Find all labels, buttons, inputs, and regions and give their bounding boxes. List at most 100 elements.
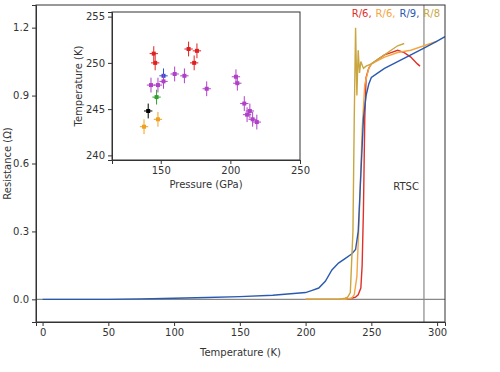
y-axis-line — [108, 13, 113, 161]
data-point — [182, 74, 186, 78]
y-axis: 240245250255 — [86, 11, 113, 161]
y-tick-mark — [32, 164, 36, 165]
legend-entry: R/9, — [399, 8, 419, 19]
y-tick-label: 250 — [86, 58, 105, 69]
y-tick: 255 — [86, 11, 112, 22]
legend-entry: R/6, — [376, 8, 396, 19]
x-tick-label: 200 — [221, 165, 240, 176]
inset-chart: 150200250240245250255Pressure (GPa)Tempe… — [73, 11, 310, 190]
x-tick: 300 — [428, 322, 447, 338]
y-tick-label: 0.0 — [13, 294, 29, 305]
data-point-group — [144, 104, 152, 119]
x-tick-mark — [108, 322, 109, 326]
x-tick-mark — [174, 322, 175, 326]
y-tick-label: 0.9 — [13, 90, 29, 101]
x-tick-mark — [371, 322, 372, 326]
data-point — [152, 52, 156, 56]
x-tick-label: 0 — [40, 327, 46, 338]
data-point — [156, 117, 160, 121]
x-tick-label: 50 — [102, 327, 115, 338]
x-axis: 150 200 250 — [113, 160, 311, 176]
x-tick-mark — [240, 322, 241, 326]
x-tick-label: 150 — [152, 165, 171, 176]
y-tick: 245 — [86, 104, 112, 115]
reference-line — [423, 5, 424, 322]
data-point-group — [151, 55, 159, 70]
series-line — [306, 41, 438, 299]
data-point — [156, 83, 160, 87]
data-point — [251, 117, 255, 121]
x-tick: 200 — [221, 160, 240, 176]
x-tick: 100 — [165, 322, 184, 338]
data-point-group — [233, 76, 241, 91]
data-point — [146, 109, 150, 113]
plot-area — [36, 5, 445, 322]
y-tick-mark — [32, 28, 36, 29]
x-tick-mark — [306, 322, 307, 326]
data-point — [192, 61, 196, 65]
x-tick: 200 — [297, 322, 316, 338]
data-point-group — [170, 67, 178, 82]
y-tick: 250 — [86, 58, 112, 69]
data-point-group — [193, 43, 201, 58]
y-axis: 0.00.30.60.91.2 — [13, 6, 36, 323]
legend-entry: R/6, — [352, 8, 372, 19]
x-tick-mark — [161, 160, 162, 164]
x-axis: 0 50 100 150 200 250 300 — [37, 322, 448, 338]
y-tick-mark — [32, 231, 36, 232]
x-tick: 0 — [40, 322, 46, 338]
x-tick: 250 — [291, 160, 310, 176]
plot-area — [140, 42, 261, 135]
data-point — [242, 102, 246, 106]
y-tick: 0.0 — [13, 294, 36, 305]
x-tick: 250 — [362, 322, 381, 338]
data-point-group — [184, 42, 192, 57]
data-point — [195, 49, 199, 53]
series-line — [306, 28, 405, 300]
y-tick-label: 1.2 — [13, 22, 29, 33]
data-point-group — [248, 112, 256, 127]
x-tick-label: 300 — [428, 327, 447, 338]
y-tick-mark — [32, 299, 36, 300]
data-point — [153, 61, 157, 65]
y-axis-title: Temperature (K) — [73, 45, 84, 127]
data-point-group — [203, 81, 211, 96]
x-axis-line — [37, 323, 446, 327]
y-tick-mark — [108, 155, 112, 156]
y-tick: 0.9 — [13, 90, 36, 101]
data-point-group — [159, 74, 167, 89]
data-point — [149, 83, 153, 87]
data-point-group — [140, 119, 148, 134]
x-tick-label: 250 — [362, 327, 381, 338]
inset-background — [112, 12, 300, 160]
y-tick-label: 245 — [86, 104, 105, 115]
data-point-group — [253, 115, 261, 130]
y-tick-mark — [108, 17, 112, 18]
y-tick-label: 255 — [86, 11, 105, 22]
data-point-group — [154, 112, 162, 127]
data-point — [205, 87, 209, 91]
data-point-group — [154, 78, 162, 93]
plot-frame — [36, 5, 445, 322]
chart-svg: 0501001502002503000.00.30.60.91.2Tempera… — [0, 0, 500, 372]
data-point — [155, 95, 159, 99]
y-axis-title: Resistance (Ω) — [2, 127, 13, 200]
data-point — [142, 125, 146, 129]
data-point-group — [180, 68, 188, 83]
y-axis-line — [32, 6, 37, 323]
x-tick-label: 150 — [231, 327, 250, 338]
x-tick: 150 — [152, 160, 171, 176]
y-tick-mark — [32, 96, 36, 97]
x-tick-mark — [300, 160, 301, 164]
data-point — [173, 72, 177, 76]
data-point — [255, 120, 259, 124]
main-chart: 0501001502002503000.00.30.60.91.2Tempera… — [2, 5, 447, 358]
data-point — [245, 113, 249, 117]
series-line — [306, 50, 420, 299]
data-point-group — [150, 46, 158, 61]
chart-root: 0501001502002503000.00.30.60.91.2Tempera… — [0, 0, 500, 372]
x-tick-mark — [230, 160, 231, 164]
y-tick-label: 0.6 — [13, 158, 29, 169]
x-axis-title: Pressure (GPa) — [169, 179, 242, 190]
y-tick-mark — [108, 109, 112, 110]
